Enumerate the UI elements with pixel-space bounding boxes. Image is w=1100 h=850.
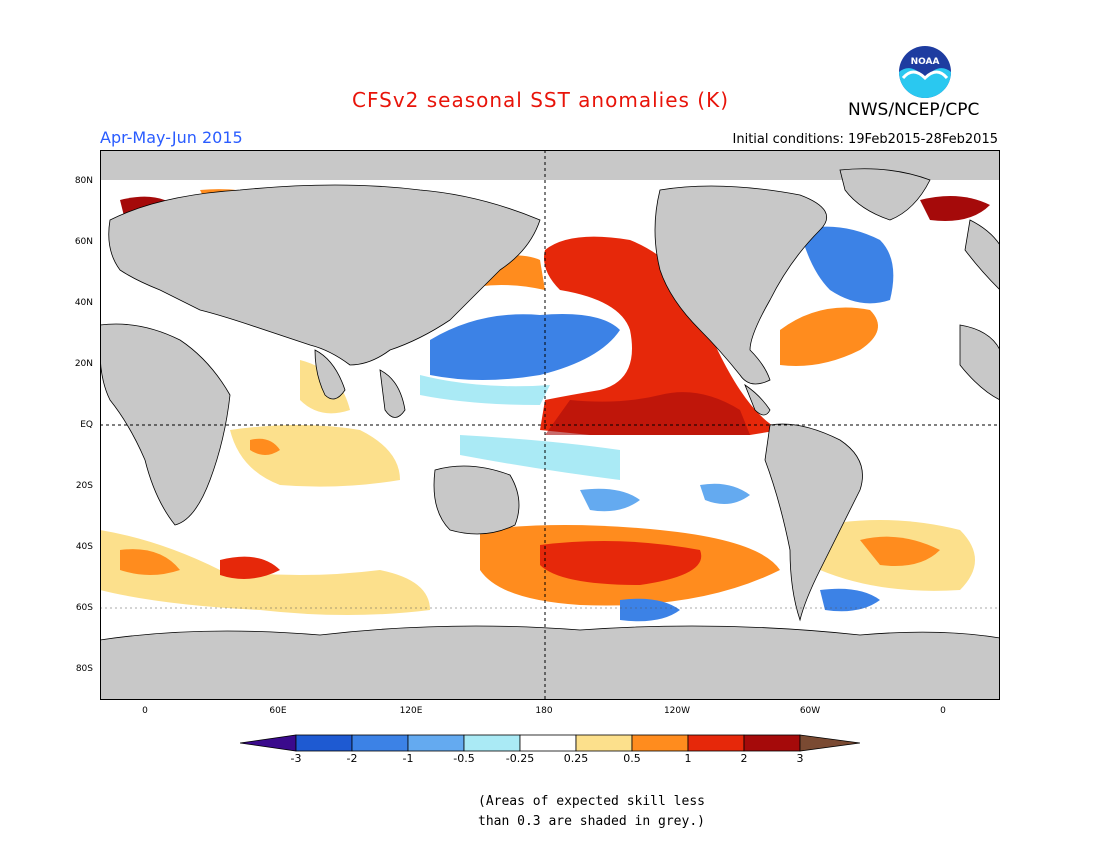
colorbar-tick: 2 — [740, 752, 748, 765]
lat-label-60n: 60N — [74, 237, 93, 247]
lon-label-120w: 120W — [663, 706, 691, 716]
colorbar-segment — [519, 734, 577, 752]
central-america — [744, 383, 771, 416]
europe-east-edge — [964, 219, 1000, 291]
lat-label-40s: 40S — [75, 542, 93, 552]
organization-label: NWS/NCEP/CPC — [848, 100, 980, 120]
colorbar-tick: -0.25 — [505, 752, 535, 765]
colorbar-tick: 0.25 — [563, 752, 589, 765]
australia — [433, 465, 520, 535]
eurasia — [108, 184, 541, 366]
noaa-logo: NOAA — [899, 46, 951, 98]
lat-label-80n: 80N — [74, 176, 93, 186]
colorbar — [240, 734, 860, 752]
africa — [100, 323, 231, 526]
colorbar-tick: -2 — [346, 752, 358, 765]
indochina — [379, 369, 406, 418]
lat-label-80s: 80S — [75, 664, 93, 674]
lon-label-60w: 60W — [799, 706, 821, 716]
colorbar-segment — [631, 734, 689, 752]
svg-text:NOAA: NOAA — [911, 57, 940, 67]
forecast-period: Apr-May-Jun 2015 — [100, 128, 243, 147]
lon-label-60e: 60E — [269, 706, 287, 716]
map-title: CFSv2 seasonal SST anomalies (K) — [352, 88, 729, 112]
lon-label-120e: 120E — [399, 706, 423, 716]
initial-conditions: Initial conditions: 19Feb2015-28Feb2015 — [732, 132, 998, 147]
colorbar-segment — [575, 734, 633, 752]
lon-label-0: 0 — [142, 706, 148, 716]
colorbar-segment — [351, 734, 409, 752]
footnote-line-1: (Areas of expected skill less — [478, 794, 705, 809]
sst-anomaly-map — [100, 150, 1000, 700]
north-america — [654, 185, 827, 385]
colorbar-segment — [687, 734, 745, 752]
lat-label-eq: EQ — [80, 420, 93, 430]
colorbar-tick: 0.5 — [623, 752, 641, 765]
colorbar-tick: -1 — [402, 752, 414, 765]
colorbar-tick: 1 — [684, 752, 692, 765]
antarctica — [100, 625, 1000, 700]
colorbar-tick: -0.5 — [453, 752, 475, 765]
india — [314, 349, 346, 400]
lat-label-60s: 60S — [75, 603, 93, 613]
colorbar-segment — [743, 734, 801, 752]
skill-footnote: (Areas of expected skill less than 0.3 a… — [478, 792, 705, 832]
landmasses — [100, 168, 1000, 700]
colorbar-min-arrow — [240, 734, 297, 752]
lat-label-40n: 40N — [74, 298, 93, 308]
lon-label-180: 180 — [535, 706, 553, 716]
lon-label-0-east: 0 — [940, 706, 946, 716]
lat-label-20n: 20N — [74, 359, 93, 369]
colorbar-segment — [295, 734, 353, 752]
south-america — [764, 423, 863, 622]
colorbar-tick: 3 — [796, 752, 804, 765]
greenland — [839, 168, 931, 221]
footnote-line-2: than 0.3 are shaded in grey.) — [478, 814, 705, 829]
colorbar-tick: -3 — [290, 752, 302, 765]
colorbar-segment — [407, 734, 465, 752]
africa-east-edge — [959, 324, 1000, 401]
colorbar-segment — [463, 734, 521, 752]
colorbar-max-arrow — [799, 734, 860, 752]
lat-label-20s: 20S — [75, 481, 93, 491]
